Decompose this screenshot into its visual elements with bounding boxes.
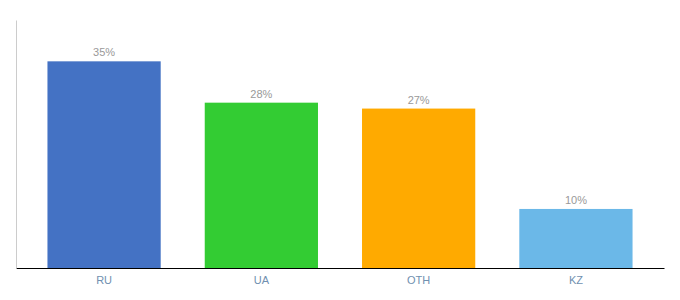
plot: RU UA OTH KZ 35% 28% 27% 10% — [17, 21, 665, 286]
bar — [519, 209, 632, 268]
x-tick: OTH — [407, 274, 430, 286]
x-tick: RU — [96, 274, 112, 286]
x-tick-label: OTH — [407, 274, 430, 286]
x-tick-label: KZ — [569, 274, 583, 286]
bar — [362, 109, 475, 268]
bar — [47, 61, 160, 268]
x-tick-label: RU — [96, 274, 112, 286]
y-axis — [16, 21, 17, 269]
x-tick: KZ — [569, 274, 583, 286]
x-axis: RU UA OTH KZ — [17, 269, 665, 286]
data-labels: 35% 28% 27% 10% — [93, 46, 587, 206]
data-label: 27% — [408, 94, 430, 106]
bars — [47, 61, 632, 268]
chart: RU UA OTH KZ 35% 28% 27% 10% — [0, 0, 680, 300]
data-label: 10% — [565, 194, 587, 206]
x-tick: UA — [254, 274, 270, 286]
bar — [205, 103, 318, 268]
y-axis-line — [16, 21, 17, 269]
x-axis-line — [17, 268, 665, 269]
data-label: 35% — [93, 46, 115, 58]
x-tick-label: UA — [254, 274, 270, 286]
data-label: 28% — [250, 88, 272, 100]
